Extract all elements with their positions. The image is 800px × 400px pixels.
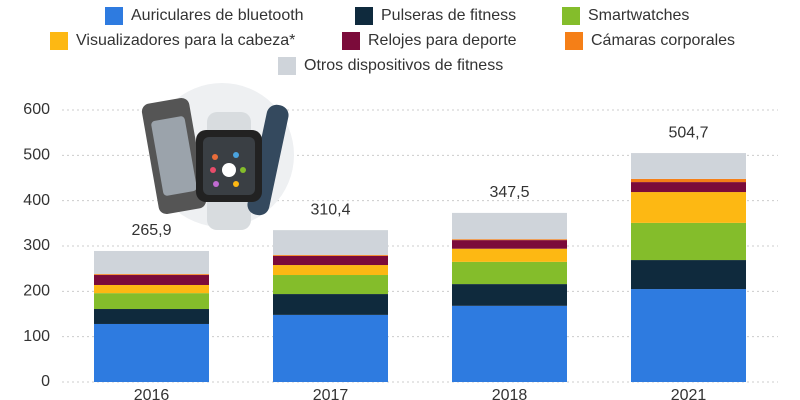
bar-segment bbox=[273, 255, 388, 266]
legend-label: Otros dispositivos de fitness bbox=[304, 57, 503, 74]
legend-label: Cámaras corporales bbox=[591, 32, 735, 49]
bar-segment bbox=[631, 289, 746, 382]
legend-label: Relojes para deporte bbox=[368, 32, 517, 49]
y-tick-label: 200 bbox=[23, 283, 50, 300]
bar-segment bbox=[94, 275, 209, 285]
bar-segment bbox=[452, 240, 567, 249]
bar-segment bbox=[452, 305, 567, 382]
illustration bbox=[141, 83, 294, 230]
bar-segment bbox=[452, 239, 567, 241]
bar-segment bbox=[94, 250, 209, 275]
x-tick-label: 2021 bbox=[671, 387, 707, 400]
legend-label: Visualizadores para la cabeza* bbox=[76, 32, 295, 49]
y-tick-label: 0 bbox=[41, 373, 50, 390]
bar-segment bbox=[94, 323, 209, 382]
bar-segment bbox=[94, 284, 209, 294]
bar-segment bbox=[631, 182, 746, 193]
y-tick-label: 600 bbox=[23, 101, 50, 118]
y-tick-label: 400 bbox=[23, 192, 50, 209]
total-label: 504,7 bbox=[668, 124, 708, 141]
bar-segment bbox=[631, 222, 746, 261]
legend-swatch bbox=[50, 32, 68, 50]
bar-segment bbox=[452, 212, 567, 240]
x-tick-label: 2017 bbox=[313, 387, 349, 400]
bar-segment bbox=[273, 255, 388, 256]
bar-segment bbox=[273, 294, 388, 315]
legend-label: Pulseras de fitness bbox=[381, 7, 516, 24]
bar-segment bbox=[273, 314, 388, 382]
bar-segment bbox=[273, 265, 388, 276]
x-tick-label: 2016 bbox=[134, 387, 170, 400]
bar-segment bbox=[452, 284, 567, 306]
legend-swatch bbox=[562, 7, 580, 25]
legend-label: Auriculares de bluetooth bbox=[131, 7, 304, 24]
bar-segment bbox=[94, 309, 209, 324]
legend-swatch bbox=[355, 7, 373, 25]
bar-segment bbox=[94, 293, 209, 310]
bar-segment bbox=[631, 260, 746, 290]
legend-swatch bbox=[278, 57, 296, 75]
legend-swatch bbox=[565, 32, 583, 50]
total-label: 265,9 bbox=[131, 222, 171, 239]
legend-label: Smartwatches bbox=[588, 7, 689, 24]
y-tick-label: 500 bbox=[23, 147, 50, 164]
bar-segment bbox=[273, 230, 388, 256]
bar-segment bbox=[631, 192, 746, 223]
y-tick-label: 100 bbox=[23, 328, 50, 345]
x-tick-label: 2018 bbox=[492, 387, 528, 400]
bar-segment bbox=[94, 274, 209, 276]
bar-segment bbox=[631, 178, 746, 183]
total-label: 347,5 bbox=[489, 184, 529, 201]
y-tick-label: 300 bbox=[23, 237, 50, 254]
legend-swatch bbox=[105, 7, 123, 25]
bar-segment bbox=[631, 153, 746, 179]
total-label: 310,4 bbox=[310, 201, 350, 218]
legend-swatch bbox=[342, 32, 360, 50]
bar-segment bbox=[273, 275, 388, 295]
bar-segment bbox=[452, 248, 567, 262]
bar-segment bbox=[452, 261, 567, 285]
